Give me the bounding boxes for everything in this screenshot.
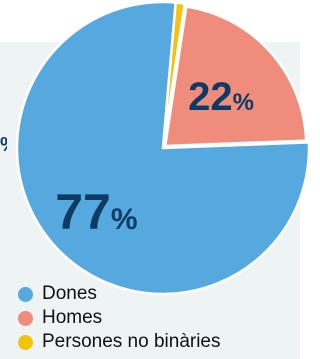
cut-off-label: % [0, 135, 7, 155]
legend-item-dones: Dones [18, 282, 221, 306]
legend-item-homes: Homes [18, 306, 221, 330]
legend-marker-homes [18, 310, 33, 326]
pie-slice-homes [163, 5, 308, 148]
legend-label-persones-no-binaries: Persones no binàries [42, 331, 221, 352]
legend-label-dones: Dones [42, 283, 97, 304]
pie-slice-persones-no-bin-ries [161, 1, 187, 150]
data-label-dones: 77% [55, 184, 137, 240]
legend-label-homes: Homes [42, 307, 103, 328]
pie-chart: 77% 22% [15, 0, 311, 296]
data-label-homes: 22% [188, 75, 254, 119]
chart-legend: Dones Homes Persones no binàries [18, 282, 221, 354]
legend-marker-persones-no-binaries [18, 334, 33, 350]
legend-item-persones-no-binaries: Persones no binàries [18, 330, 221, 354]
legend-marker-dones [18, 286, 33, 302]
